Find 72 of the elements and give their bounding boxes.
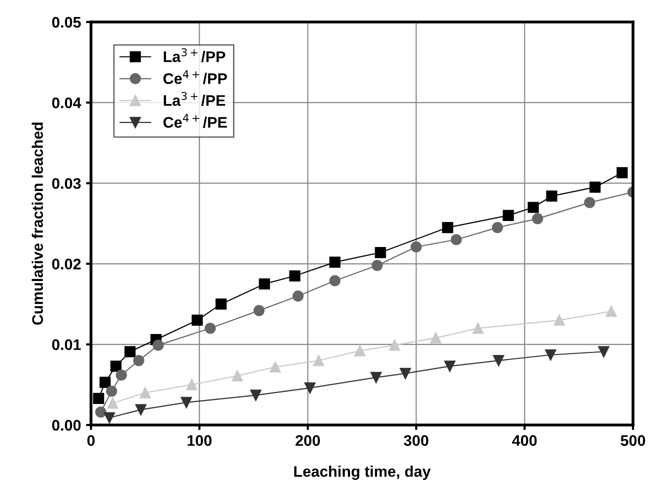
legend-label: La$^{3+}$/PP [164, 48, 226, 62]
point [502, 210, 514, 221]
point [410, 241, 422, 252]
point [616, 167, 628, 178]
point [546, 190, 558, 202]
point [216, 298, 227, 310]
point [192, 314, 203, 326]
point [250, 390, 262, 401]
point [253, 304, 265, 316]
x-tick-label: 300 [404, 435, 428, 446]
point [258, 278, 270, 290]
y-tick-label: 0.05 [52, 16, 81, 28]
legend-label: Ce$^{4+}$/PP [163, 70, 227, 84]
point [430, 332, 442, 344]
point [140, 387, 151, 398]
point [116, 369, 127, 381]
point [493, 354, 504, 366]
point [400, 368, 411, 379]
point [532, 213, 544, 224]
y-tick-label: 0.04 [52, 97, 82, 108]
point [584, 196, 596, 208]
x-tick-label: 100 [188, 435, 212, 446]
point [180, 396, 192, 408]
point [545, 349, 556, 360]
point [554, 314, 565, 326]
point [606, 306, 617, 317]
point [292, 290, 304, 302]
point [289, 270, 300, 282]
point [186, 379, 198, 390]
point [329, 256, 340, 268]
y-tick-label: 0.02 [52, 258, 81, 270]
point [370, 372, 382, 383]
point [329, 275, 340, 286]
point [450, 234, 462, 246]
point [442, 222, 454, 234]
point [95, 406, 106, 418]
y-tick-label: 0.03 [52, 178, 81, 189]
point [133, 354, 144, 366]
point [107, 398, 118, 409]
point [100, 376, 111, 388]
point [388, 340, 400, 351]
point [270, 361, 281, 373]
point [492, 222, 504, 234]
point [204, 322, 216, 334]
x-axis-title: Leaching time, day [294, 466, 431, 480]
legend-label: La$^{3+}$/PE [164, 92, 226, 106]
point [444, 360, 456, 372]
x-tick-label: 0 [87, 435, 95, 446]
x-tick-label: 200 [296, 435, 320, 446]
point [104, 412, 115, 424]
point [372, 260, 383, 271]
point [528, 202, 539, 213]
point [135, 404, 146, 416]
y-tick-label: 0.00 [52, 420, 81, 431]
point [232, 370, 243, 382]
point [374, 246, 386, 258]
point [106, 386, 118, 397]
y-tick-label: 0.01 [52, 339, 81, 350]
point [313, 354, 324, 366]
point [93, 392, 104, 404]
point [110, 360, 122, 372]
legend-label: Ce$^{4+}$/PE [163, 114, 227, 128]
point [124, 346, 136, 358]
point [152, 340, 164, 351]
point [354, 345, 366, 356]
y-axis-title: Cumulative fraction leached [32, 122, 43, 325]
point [472, 322, 484, 334]
point [590, 182, 601, 193]
point [304, 382, 316, 394]
x-tick-label: 500 [620, 435, 646, 446]
point [598, 346, 610, 358]
x-tick-label: 400 [512, 435, 537, 446]
